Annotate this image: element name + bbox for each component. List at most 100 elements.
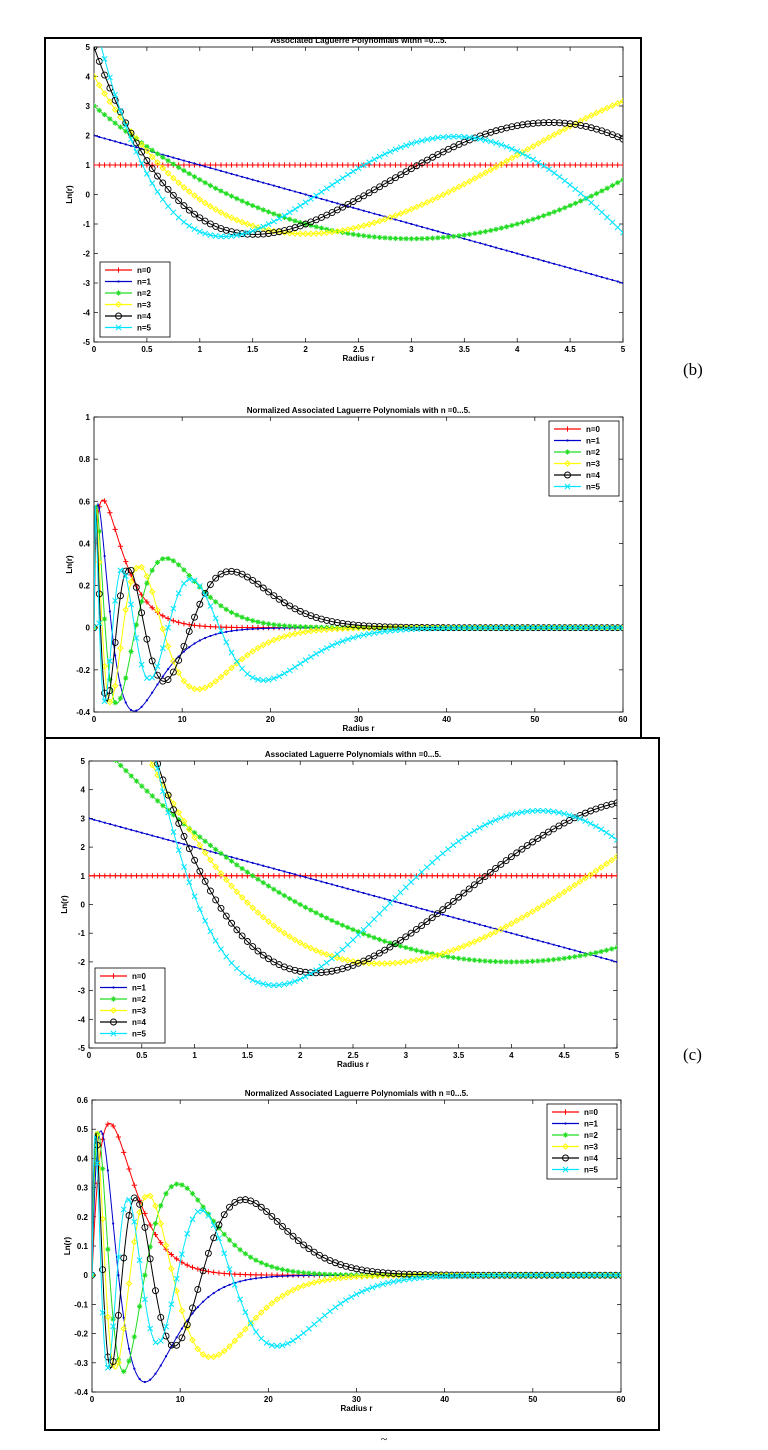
data-point [594,955,597,958]
data-point [300,1241,308,1249]
data-point [384,1269,392,1277]
data-point [392,162,399,168]
data-point [230,856,233,859]
data-point [434,625,441,632]
data-point [237,1247,243,1253]
data-point [228,1283,231,1286]
data-point [278,1223,286,1230]
data-point [561,624,568,631]
data-point [148,588,156,596]
data-point [510,932,513,935]
data-point [339,922,346,928]
data-point [244,1279,247,1282]
data-point [149,873,155,879]
data-point [344,636,351,643]
data-point [209,850,212,853]
chart-title: Associated Laguerre Polynomials withn =0… [265,750,441,759]
data-point [172,840,175,843]
data-point [128,162,134,168]
data-point [197,177,203,183]
panel-label-b: (b) [683,360,703,379]
data-point [91,873,97,879]
data-point [115,1134,122,1140]
data-point [111,96,119,104]
legend: n=0n=1n=2n=3n=4n=5 [548,420,620,497]
x-tick-label: 3 [409,345,414,354]
data-point [443,1273,450,1280]
y-tick-label: 4 [81,786,86,795]
data-point [164,185,172,193]
data-point [172,156,175,159]
data-point [523,842,531,849]
data-point [518,845,526,853]
data-point [376,910,383,917]
y-tick-label: -4 [78,1015,86,1024]
data-point [138,1377,141,1381]
data-point [374,1268,382,1276]
data-point [290,1268,296,1275]
data-point [401,1276,408,1283]
data-point [333,966,341,974]
data-point [316,1271,323,1277]
data-point [369,1272,376,1280]
data-point [175,819,183,827]
data-point [193,162,196,165]
data-point [141,1223,149,1231]
data-point [176,164,182,170]
data-point [248,1254,254,1260]
data-point [265,162,272,168]
data-point [323,951,330,958]
data-point [408,236,414,242]
data-point [365,624,373,632]
data-point [387,900,393,907]
data-point [556,956,562,962]
data-point [301,1270,307,1276]
data-point [207,873,214,879]
data-point [154,151,161,157]
data-point [119,825,122,829]
data-point [408,140,415,147]
data-point [116,592,124,600]
data-point [265,221,272,228]
data-point [617,1271,621,1279]
data-point [316,1277,323,1285]
data-point [427,1274,434,1281]
data-point [399,901,402,905]
data-point [334,624,340,631]
data-point [471,827,478,834]
x-tick-label: 0 [92,715,97,724]
data-point [525,162,531,168]
legend-entry: n=4 [552,1154,599,1163]
data-point [381,151,388,158]
data-point [445,188,452,196]
data-point [402,208,410,215]
data-point [505,249,508,252]
data-point [174,1256,180,1262]
data-point [408,873,414,879]
data-point [429,859,436,866]
data-point [175,669,182,676]
data-point [484,243,487,246]
data-point [154,559,161,566]
data-point [570,1272,577,1279]
data-point [360,926,367,933]
data-point [379,1281,386,1288]
data-point [170,829,177,835]
data-point [360,624,368,632]
data-point [311,1271,317,1277]
data-point [438,1273,445,1280]
data-point [265,883,272,889]
data-point [582,114,590,122]
data-point [408,205,415,213]
data-point [175,1336,178,1339]
chart-c-top: 0 0.5 1 1.5 2 2.5 3 3.5 4 4.5 5-5-4-3-2-1012345Ass… [60,750,620,1069]
data-point [114,140,117,143]
data-point [572,200,578,206]
data-point [550,895,557,902]
data-point [180,219,187,225]
data-point [424,235,430,242]
data-point [176,873,182,879]
data-point [476,877,484,885]
data-point [350,231,356,237]
data-point [291,605,299,613]
